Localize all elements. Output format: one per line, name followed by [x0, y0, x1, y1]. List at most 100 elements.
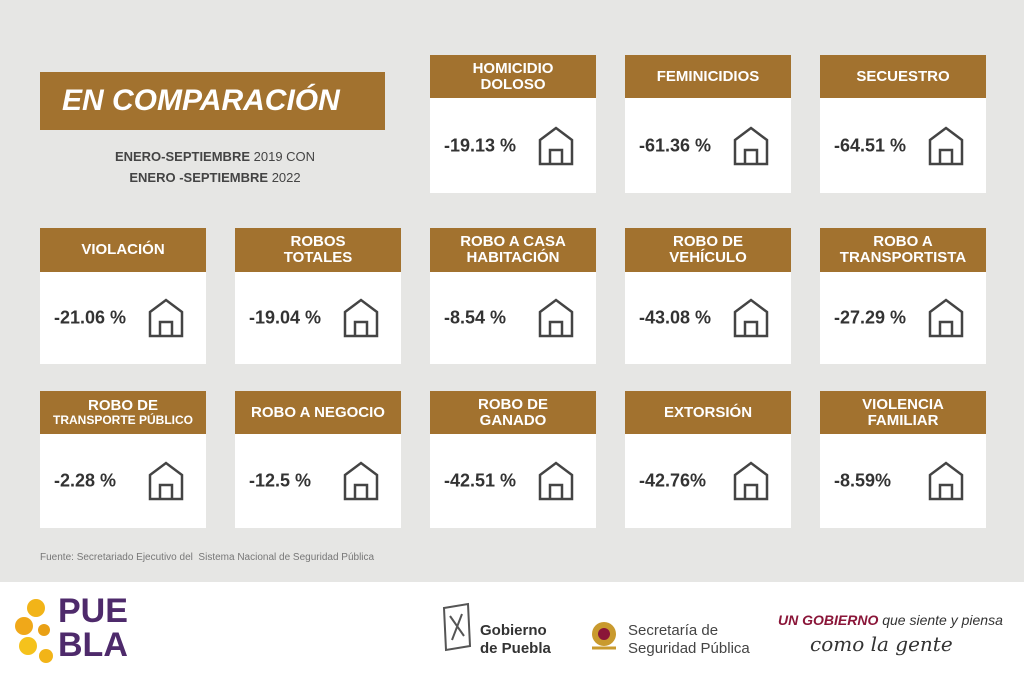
- card-body: -2.28 %: [40, 434, 206, 528]
- period-text: 2019 CON: [253, 149, 316, 164]
- secretariat: Secretaría de Seguridad Pública: [628, 622, 750, 658]
- card-icon: [538, 125, 574, 165]
- card-title: EXTORSIÓN: [663, 403, 753, 421]
- card-icon: [733, 461, 769, 501]
- icon-shape: [928, 125, 964, 165]
- icon-shape: [733, 125, 769, 165]
- period-text: ENERO -SEPTIEMBRE: [129, 170, 269, 185]
- footer: PUE BLA Gobierno de Puebla Secretaría de…: [0, 582, 1024, 683]
- card-header: SECUESTRO: [820, 55, 986, 98]
- card-body: -42.76%: [625, 434, 791, 528]
- card-header: VIOLENCIA FAMILIAR: [820, 391, 986, 434]
- card-title: ROBO A CASA: [460, 233, 566, 250]
- icon-shape: [148, 298, 184, 338]
- card-value: -61.36 %: [639, 135, 712, 155]
- government-line: Gobierno: [480, 622, 547, 639]
- card-body: -21.06 %: [40, 272, 206, 364]
- card-icon: [538, 298, 574, 338]
- card-header: HOMICIDIO DOLOSO: [430, 55, 596, 98]
- card-body: -61.36 %: [625, 98, 791, 193]
- card-header: ROBO DE GANADO: [430, 391, 596, 434]
- card-title: ROBO DE: [87, 397, 158, 414]
- card-header: ROBO DE TRANSPORTE PÚBLICO: [40, 391, 206, 434]
- slogan: UN GOBIERNO que siente y piensa como la …: [778, 612, 1003, 656]
- card-header: EXTORSIÓN: [625, 391, 791, 434]
- icon-shape: [733, 298, 769, 338]
- period-text: ENERO-SEPTIEMBRE: [114, 149, 251, 164]
- secretariat-line: Secretaría de: [628, 622, 719, 639]
- card-value: -42.76%: [639, 470, 707, 491]
- card-body: -12.5 %: [235, 434, 401, 528]
- icon-shape: [343, 461, 379, 501]
- card-title: SECUESTRO: [856, 67, 950, 85]
- card-value: -21.06 %: [54, 307, 127, 328]
- slogan-line: como la gente: [810, 632, 953, 656]
- card-title: FAMILIAR: [867, 411, 939, 429]
- slogan-strong: UN GOBIERNO: [778, 612, 879, 628]
- card-title: HOMICIDIO: [472, 59, 554, 77]
- card-value: -8.54 %: [444, 307, 507, 328]
- ssp-emblem: [592, 622, 616, 650]
- card-icon: [928, 298, 964, 338]
- icon-shape: [928, 461, 964, 501]
- card-icon: [538, 461, 574, 501]
- icon-shape: [538, 461, 574, 501]
- card-header: ROBO A NEGOCIO: [235, 391, 401, 434]
- period: ENERO-SEPTIEMBRE 2019 CON ENERO -SEPTIEM…: [100, 146, 330, 188]
- card-value: -42.51 %: [444, 470, 517, 491]
- card-body: -8.54 %: [430, 272, 596, 364]
- card-value: -64.51 %: [834, 135, 907, 155]
- card-icon: [733, 125, 769, 165]
- card-header: ROBOS TOTALES: [235, 228, 401, 272]
- title: EN COMPARACIÓN: [62, 84, 340, 117]
- card-body: -19.04 %: [235, 272, 401, 364]
- card-icon: [928, 125, 964, 165]
- slogan-text: que siente y piensa: [882, 612, 1003, 628]
- card-value: -8.59%: [834, 470, 892, 491]
- card-title: TOTALES: [283, 249, 353, 266]
- icon-shape: [538, 125, 574, 165]
- icon-shape: [343, 298, 379, 338]
- card-icon: [733, 298, 769, 338]
- card-title: TRANSPORTISTA: [839, 249, 967, 266]
- card-icon: [148, 298, 184, 338]
- card-title: VEHÍCULO: [669, 249, 747, 266]
- icon-shape: [928, 298, 964, 338]
- card-body: -42.51 %: [430, 434, 596, 528]
- card-value: -19.04 %: [249, 307, 322, 328]
- card-header: ROBO A CASA HABITACIÓN: [430, 228, 596, 272]
- gov-emblem: [442, 602, 472, 652]
- card-body: -19.13 %: [430, 98, 596, 193]
- card-body: -43.08 %: [625, 272, 791, 364]
- logo-flower: [15, 599, 53, 663]
- card-title: DOLOSO: [480, 75, 546, 93]
- card-icon: [148, 461, 184, 501]
- card-title: TRANSPORTE PÚBLICO: [52, 413, 193, 427]
- logo-line: BLA: [58, 626, 128, 664]
- card-title: ROBO A: [873, 233, 933, 250]
- card-value: -43.08 %: [639, 307, 712, 328]
- icon-shape: [733, 461, 769, 501]
- card-title: ROBO A NEGOCIO: [251, 403, 385, 421]
- card-header: FEMINICIDIOS: [625, 55, 791, 98]
- logo-line: PUE: [58, 592, 128, 630]
- card-value: -2.28 %: [54, 470, 117, 491]
- card-title: ROBOS: [290, 233, 346, 250]
- card-icon: [343, 298, 379, 338]
- card-value: -27.29 %: [834, 307, 907, 328]
- icon-shape: [538, 298, 574, 338]
- card-title: VIOLACIÓN: [81, 241, 165, 258]
- card-body: -27.29 %: [820, 272, 986, 364]
- card-header: ROBO DE VEHÍCULO: [625, 228, 791, 272]
- card-value: -12.5 %: [249, 470, 312, 491]
- card-title: HABITACIÓN: [466, 249, 560, 266]
- card-title: FEMINICIDIOS: [656, 67, 760, 85]
- card-title: ROBO DE: [672, 233, 743, 250]
- card-header: VIOLACIÓN: [40, 228, 206, 272]
- title-box: [40, 72, 385, 130]
- card-title: GANADO: [479, 411, 547, 429]
- government-line: de Puebla: [480, 640, 551, 657]
- card-value: -19.13 %: [444, 135, 517, 155]
- icon-shape: [148, 461, 184, 501]
